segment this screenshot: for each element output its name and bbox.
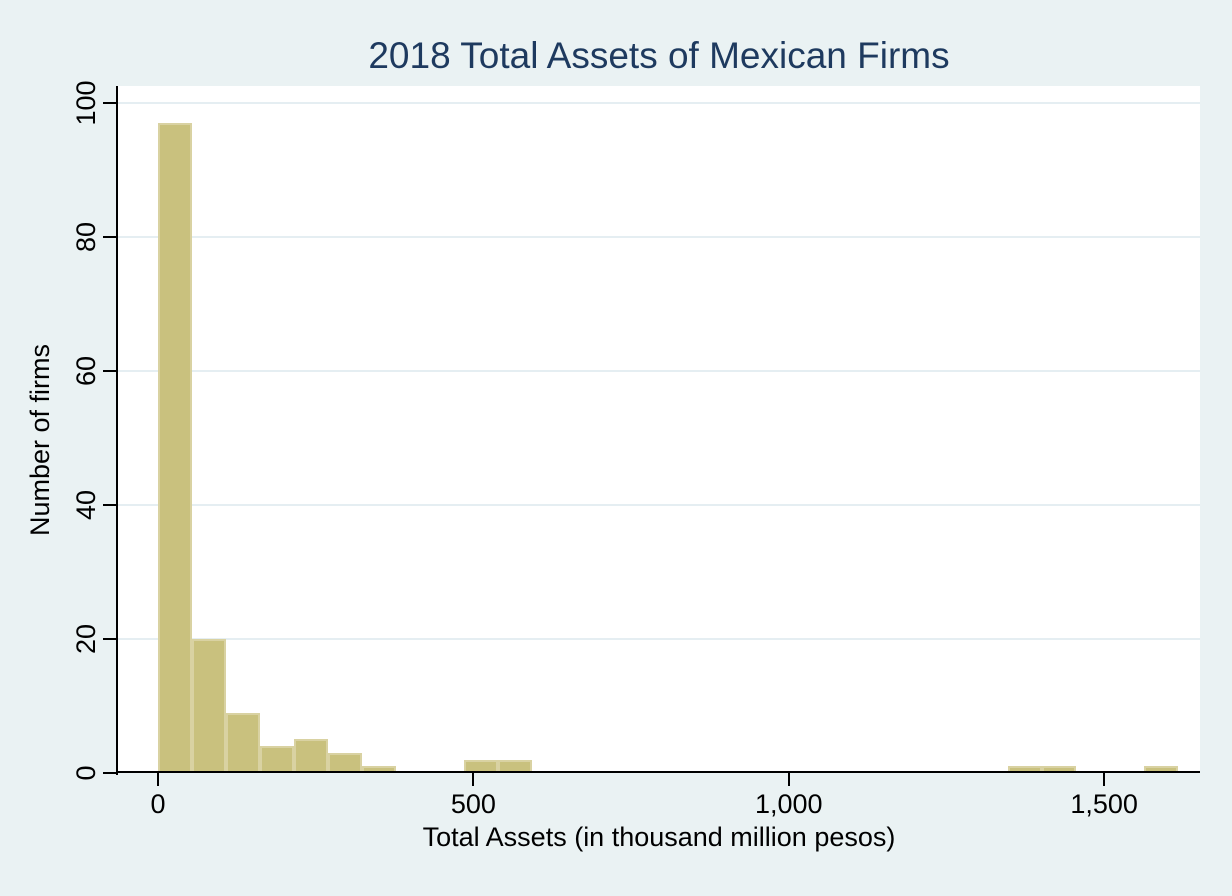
chart-title: 2018 Total Assets of Mexican Firms — [368, 35, 950, 76]
y-tick-label: 80 — [71, 221, 101, 252]
x-tick-label: 1,500 — [1070, 789, 1138, 819]
x-tick-label: 1,000 — [754, 789, 823, 819]
y-tick-mark — [103, 369, 116, 372]
x-tick-mark — [156, 773, 159, 786]
y-tick-mark — [103, 101, 116, 104]
y-gridline — [118, 101, 1200, 104]
histogram-bar — [157, 122, 192, 773]
histogram-bar — [225, 712, 260, 773]
y-axis-title: Number of firms — [25, 343, 55, 537]
plot-area — [118, 86, 1200, 773]
x-tick-mark — [1103, 773, 1106, 786]
y-tick-label: 60 — [71, 355, 101, 386]
x-tick-mark — [472, 773, 475, 786]
x-tick-mark — [787, 773, 790, 786]
y-tick-mark — [103, 235, 116, 238]
y-gridline — [118, 637, 1200, 640]
y-tick-label: 0 — [71, 765, 101, 781]
histogram-bar — [259, 746, 294, 773]
x-axis-line — [116, 771, 1200, 773]
histogram-bar — [191, 638, 226, 773]
y-gridline — [118, 235, 1200, 238]
y-gridline — [118, 503, 1200, 506]
y-tick-mark — [103, 637, 116, 640]
y-tick-mark — [103, 503, 116, 506]
y-tick-label: 40 — [71, 489, 101, 520]
y-gridline — [118, 369, 1200, 372]
histogram-bar — [293, 739, 328, 773]
x-tick-label: 0 — [150, 789, 166, 819]
x-axis-title: Total Assets (in thousand million pesos) — [422, 822, 896, 852]
y-tick-label: 100 — [71, 80, 101, 126]
y-tick-label: 20 — [71, 623, 101, 654]
y-axis-line — [116, 86, 118, 775]
y-tick-mark — [103, 772, 116, 774]
x-tick-label: 500 — [450, 789, 496, 819]
histogram-bar — [327, 752, 362, 773]
